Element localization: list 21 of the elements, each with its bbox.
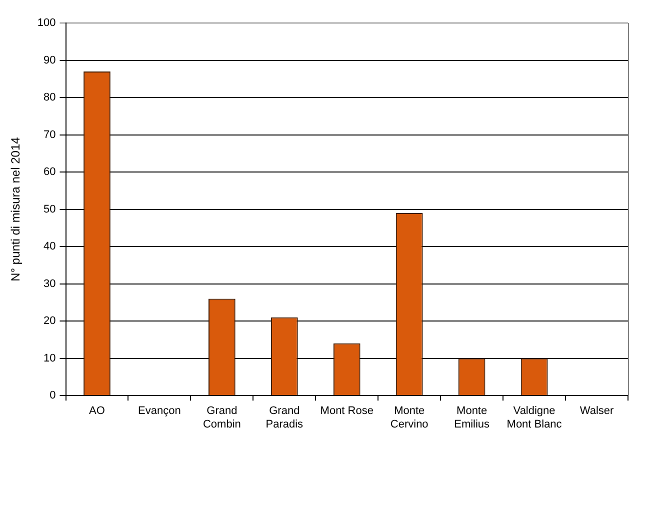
y-tick-label: 40 — [44, 240, 56, 253]
x-tick-label: Walser — [580, 405, 614, 418]
y-tick-label: 70 — [44, 128, 56, 141]
x-tick-label: Valdigne Mont Blanc — [506, 405, 562, 430]
y-tick-label: 100 — [37, 17, 56, 30]
y-tick-label: 90 — [44, 54, 56, 66]
x-tick-label: Grand Paradis — [266, 405, 304, 430]
x-tick-label: Mont Rose — [320, 405, 374, 418]
y-tick-label: 30 — [44, 278, 56, 290]
y-tick-label: 50 — [44, 203, 56, 216]
y-tick-label: 60 — [44, 166, 56, 178]
y-tick-label: 20 — [44, 315, 56, 328]
x-tick-label: Grand Combin — [202, 405, 241, 430]
x-tick-label: Monte Emilius — [454, 405, 490, 430]
y-tick-label: 10 — [44, 352, 56, 364]
y-tick-label: 0 — [50, 390, 56, 402]
y-tick-label: 80 — [44, 92, 56, 104]
x-tick-label: AO — [89, 405, 106, 418]
x-tick-label: Monte Cervino — [390, 405, 428, 430]
x-tick-label: Evançon — [138, 405, 181, 418]
y-axis-title: N° punti di misura nel 2014 — [8, 136, 23, 282]
